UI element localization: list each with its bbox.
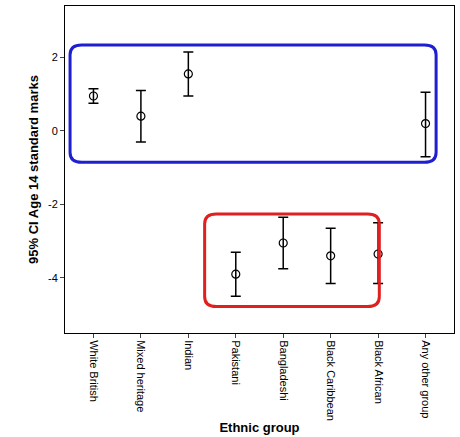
svg-text:-2: -2 (48, 198, 58, 210)
svg-text:0: 0 (52, 125, 58, 137)
svg-text:Indian: Indian (183, 340, 195, 370)
svg-text:95% CI Age 14 standard marks: 95% CI Age 14 standard marks (26, 75, 41, 264)
svg-text:Black African: Black African (373, 340, 385, 404)
svg-text:Ethnic group: Ethnic group (219, 420, 299, 435)
svg-text:2: 2 (52, 51, 58, 63)
svg-text:Bangladeshi: Bangladeshi (278, 340, 290, 401)
svg-text:Any other group: Any other group (420, 340, 432, 418)
svg-text:Black Caribbean: Black Caribbean (325, 340, 337, 421)
svg-text:Pakistani: Pakistani (230, 340, 242, 385)
svg-text:-4: -4 (48, 272, 58, 284)
svg-text:White British: White British (88, 340, 100, 402)
svg-text:Mixed heritage: Mixed heritage (135, 340, 147, 412)
